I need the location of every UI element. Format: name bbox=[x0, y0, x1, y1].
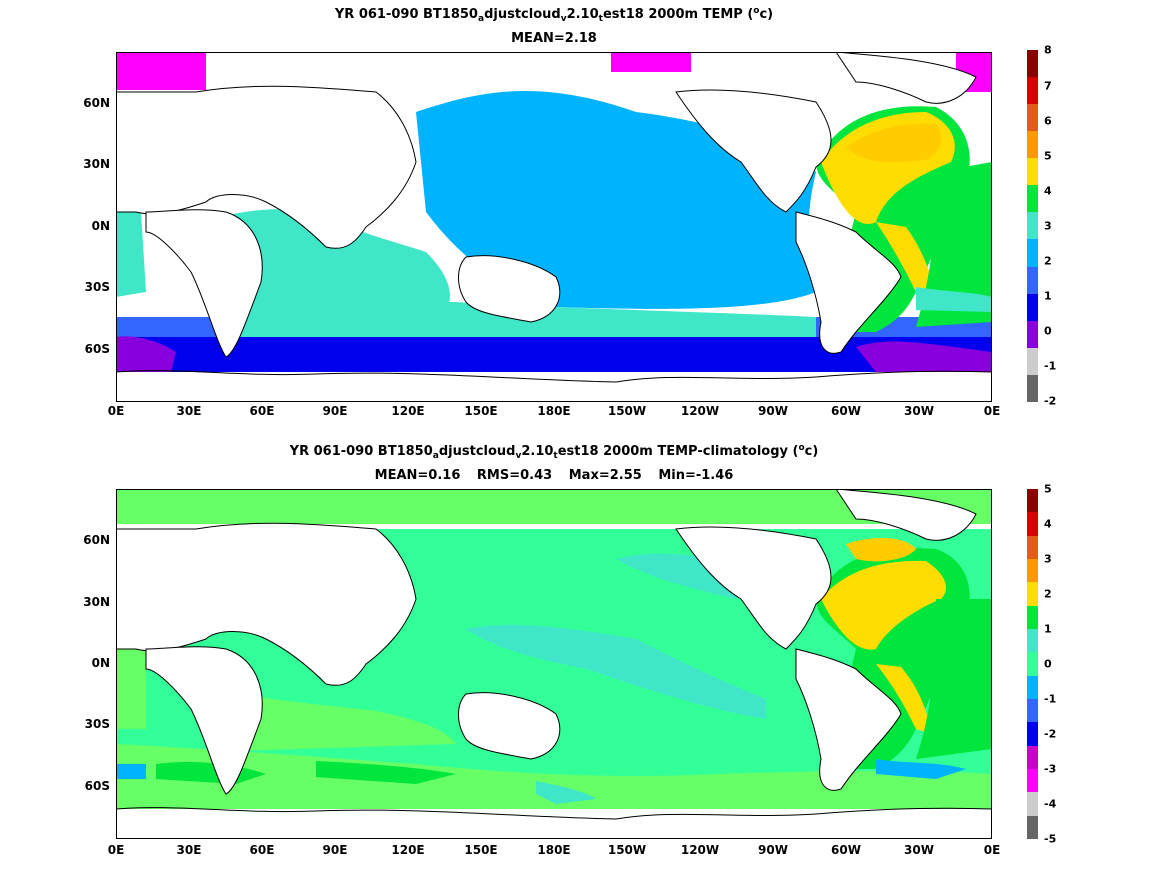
top-colorbar-segment bbox=[1027, 77, 1038, 105]
bottom-colorbar bbox=[1027, 489, 1038, 839]
bottom-colorbar-segment bbox=[1027, 512, 1038, 536]
bottom-lat-label-30n: 30N bbox=[83, 595, 110, 609]
bottom-colorbar-label: 0 bbox=[1044, 657, 1052, 671]
bottom-lat-label-30s: 30S bbox=[84, 717, 110, 731]
top-lon-label: 30E bbox=[176, 404, 202, 418]
top-colorbar-label: 2 bbox=[1044, 254, 1052, 268]
top-colorbar-segment bbox=[1027, 239, 1038, 267]
bottom-colorbar-segment bbox=[1027, 698, 1038, 723]
bottom-colorbar-segment bbox=[1027, 815, 1038, 839]
bottom-colorbar-segment bbox=[1027, 558, 1038, 583]
top-lon-label: 90E bbox=[322, 404, 348, 418]
top-lat-label-30n: 30N bbox=[83, 157, 110, 171]
top-lat-label-30s: 30S bbox=[84, 280, 110, 294]
bottom-map bbox=[116, 489, 992, 839]
top-lon-label: 120E bbox=[391, 404, 425, 418]
bottom-colorbar-segment bbox=[1027, 535, 1038, 559]
bottom-colorbar-segment bbox=[1027, 768, 1038, 793]
bottom-stats: MEAN=0.16 RMS=0.43 Max=2.55 Min=-1.46 bbox=[116, 468, 992, 483]
bottom-colorbar-segment bbox=[1027, 628, 1038, 653]
bottom-colorbar-label: -3 bbox=[1044, 762, 1057, 776]
top-colorbar-segment bbox=[1027, 131, 1038, 159]
bottom-lon-label: 150E bbox=[464, 843, 498, 857]
bottom-lon-label: 0E bbox=[983, 843, 1001, 857]
top-lat-label-60n: 60N bbox=[83, 96, 110, 110]
bottom-colorbar-segment bbox=[1027, 722, 1038, 746]
bottom-colorbar-label: -4 bbox=[1044, 797, 1057, 811]
top-map bbox=[116, 52, 992, 402]
stat-max: Max=2.55 bbox=[568, 468, 642, 483]
top-title: YR 061-090 BT1850adjustcloudv2.10test18 … bbox=[334, 6, 774, 24]
top-colorbar-segment bbox=[1027, 320, 1038, 348]
top-colorbar-label: 0 bbox=[1044, 324, 1052, 338]
bottom-colorbar-label: -1 bbox=[1044, 692, 1057, 706]
bottom-colorbar-label: 5 bbox=[1044, 482, 1052, 496]
top-lon-label: 90W bbox=[758, 404, 788, 418]
bottom-colorbar-segment bbox=[1027, 675, 1038, 699]
bottom-colorbar-segment bbox=[1027, 792, 1038, 816]
top-colorbar-segment bbox=[1027, 293, 1038, 321]
top-colorbar-segment bbox=[1027, 50, 1038, 78]
top-colorbar-segment bbox=[1027, 185, 1038, 213]
top-subtitle: MEAN=2.18 bbox=[511, 31, 597, 46]
bottom-colorbar-segment bbox=[1027, 745, 1038, 769]
top-colorbar-segment bbox=[1027, 158, 1038, 186]
bottom-colorbar-segment bbox=[1027, 652, 1038, 676]
top-lon-label: 120W bbox=[680, 404, 720, 418]
bottom-lon-label: 60E bbox=[249, 843, 275, 857]
top-lon-label: 150E bbox=[464, 404, 498, 418]
top-lon-label: 60W bbox=[831, 404, 861, 418]
top-lon-label: 60E bbox=[249, 404, 275, 418]
top-colorbar-segment bbox=[1027, 374, 1038, 402]
top-colorbar-segment bbox=[1027, 266, 1038, 294]
bottom-lon-label: 90E bbox=[322, 843, 348, 857]
bottom-colorbar-segment bbox=[1027, 489, 1038, 513]
bottom-colorbar-label: 2 bbox=[1044, 587, 1052, 601]
bottom-colorbar-label: 3 bbox=[1044, 552, 1052, 566]
top-colorbar bbox=[1027, 50, 1038, 402]
top-lat-label-0n: 0N bbox=[91, 219, 110, 233]
bottom-lon-label: 0E bbox=[107, 843, 125, 857]
stat-mean: MEAN=0.16 bbox=[374, 468, 461, 483]
bottom-lon-label: 120E bbox=[391, 843, 425, 857]
top-lon-label: 0E bbox=[983, 404, 1001, 418]
bottom-lon-label: 60W bbox=[831, 843, 861, 857]
bottom-colorbar-segment bbox=[1027, 605, 1038, 629]
top-colorbar-label: 6 bbox=[1044, 114, 1052, 128]
bottom-lon-label: 120W bbox=[680, 843, 720, 857]
bottom-colorbar-label: -2 bbox=[1044, 727, 1057, 741]
top-colorbar-label: 8 bbox=[1044, 43, 1052, 57]
bottom-lat-label-60n: 60N bbox=[83, 533, 110, 547]
bottom-lat-label-0n: 0N bbox=[91, 656, 110, 670]
top-colorbar-label: -2 bbox=[1044, 394, 1057, 408]
top-lon-label: 150W bbox=[607, 404, 647, 418]
top-lon-label: 0E bbox=[107, 404, 125, 418]
bottom-colorbar-label: 4 bbox=[1044, 517, 1052, 531]
bottom-lon-label: 90W bbox=[758, 843, 788, 857]
top-colorbar-label: 5 bbox=[1044, 149, 1052, 163]
top-colorbar-label: 3 bbox=[1044, 219, 1052, 233]
top-colorbar-segment bbox=[1027, 104, 1038, 132]
top-colorbar-label: 4 bbox=[1044, 184, 1052, 198]
top-colorbar-segment bbox=[1027, 212, 1038, 240]
bottom-colorbar-label: -5 bbox=[1044, 832, 1057, 846]
top-lon-label: 180E bbox=[537, 404, 571, 418]
stat-rms: RMS=0.43 bbox=[476, 468, 553, 483]
top-colorbar-segment bbox=[1027, 347, 1038, 375]
bottom-colorbar-label: 1 bbox=[1044, 622, 1052, 636]
top-colorbar-label: -1 bbox=[1044, 359, 1057, 373]
bottom-title: YR 061-090 BT1850adjustcloudv2.10test18 … bbox=[289, 443, 819, 461]
bottom-lon-label: 30E bbox=[176, 843, 202, 857]
top-colorbar-label: 7 bbox=[1044, 79, 1052, 93]
top-lat-label-60s: 60S bbox=[84, 342, 110, 356]
bottom-lon-label: 150W bbox=[607, 843, 647, 857]
stat-min: Min=-1.46 bbox=[658, 468, 734, 483]
bottom-lon-label: 30W bbox=[904, 843, 934, 857]
top-lon-label: 30W bbox=[904, 404, 934, 418]
bottom-colorbar-segment bbox=[1027, 582, 1038, 606]
top-colorbar-label: 1 bbox=[1044, 289, 1052, 303]
bottom-lon-label: 180E bbox=[537, 843, 571, 857]
bottom-lat-label-60s: 60S bbox=[84, 779, 110, 793]
